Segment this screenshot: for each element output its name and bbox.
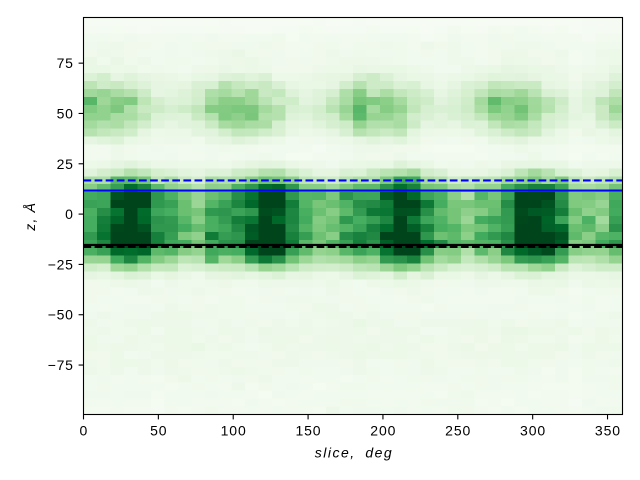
svg-text:150: 150 [295,422,321,438]
svg-text:50: 50 [57,105,74,121]
svg-text:z, Å: z, Å [22,202,38,232]
svg-text:200: 200 [370,422,396,438]
svg-text:−75: −75 [48,357,74,373]
svg-text:350: 350 [595,422,621,438]
svg-text:100: 100 [221,422,247,438]
svg-text:25: 25 [57,156,74,172]
svg-text:slice, deg: slice, deg [315,445,393,461]
svg-text:−50: −50 [48,307,74,323]
svg-text:250: 250 [445,422,471,438]
svg-text:50: 50 [150,422,167,438]
svg-text:75: 75 [57,55,74,71]
svg-text:−25: −25 [48,256,74,272]
svg-text:0: 0 [80,422,89,438]
svg-text:300: 300 [520,422,546,438]
svg-text:0: 0 [65,206,74,222]
